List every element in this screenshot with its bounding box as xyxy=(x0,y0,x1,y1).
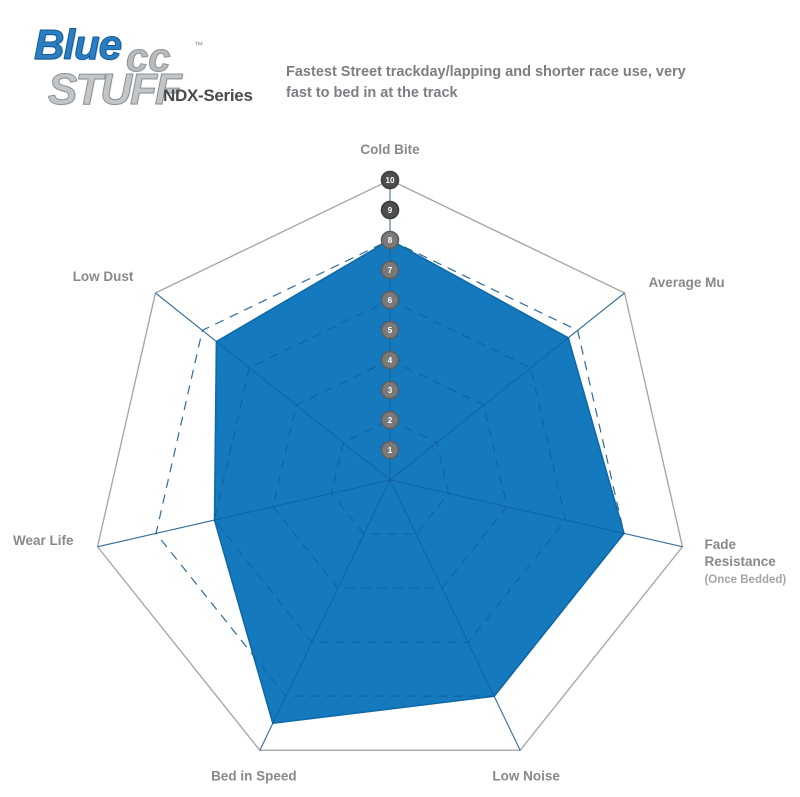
radar-chart: 1 2 3 4 5 6 7 8 9 10 Cold Bite Average Mu Fade Resis… xyxy=(0,110,800,797)
axis-label-low-dust: Low Dust xyxy=(73,269,134,284)
radar-tick-markers: 1 2 3 4 5 6 7 8 9 10 xyxy=(380,170,400,460)
logo-text-blue: Blue xyxy=(33,21,122,68)
radar-grid-outer xyxy=(96,179,684,751)
axis-label-wear-life: Wear Life xyxy=(13,533,74,548)
radar-axis-labels: Cold Bite Average Mu Fade Resistance (Once B… xyxy=(13,142,786,783)
svg-text:6: 6 xyxy=(388,296,393,305)
radar-chart-svg: 1 2 3 4 5 6 7 8 9 10 Cold Bite Average Mu Fade Resis… xyxy=(13,142,786,783)
series-title: NDX-Series xyxy=(163,86,253,105)
svg-text:9: 9 xyxy=(388,206,393,215)
axis-label-cold-bite: Cold Bite xyxy=(360,142,420,157)
axis-label-fade-resistance-once-bedded: Resistance xyxy=(704,554,776,569)
trademark-icon: ™ xyxy=(194,40,203,50)
radar-series-polygon xyxy=(213,239,625,725)
bluestuff-logo: Blue cc ™ STUFF xyxy=(33,21,203,116)
svg-text:10: 10 xyxy=(386,176,395,185)
svg-text:4: 4 xyxy=(388,356,393,365)
logo-text-stuff: STUFF xyxy=(48,65,183,114)
svg-text:3: 3 xyxy=(388,386,393,395)
svg-text:2: 2 xyxy=(388,416,393,425)
axis-label-bed-in-speed: Bed in Speed xyxy=(211,768,297,783)
svg-text:7: 7 xyxy=(388,266,393,275)
series-tagline: Fastest Street trackday/lapping and shor… xyxy=(286,64,686,101)
axis-label-average-mu: Average Mu xyxy=(649,275,725,290)
axis-label-low-noise: Low Noise xyxy=(492,768,560,783)
svg-text:8: 8 xyxy=(388,236,393,245)
logo-text-cc: cc xyxy=(126,36,171,80)
page-header: Blue cc ™ STUFF NDX-Series Fastest Stree… xyxy=(0,0,800,130)
svg-text:5: 5 xyxy=(388,326,393,335)
axis-label-fade-resistance-once-bedded: (Once Bedded) xyxy=(704,574,786,586)
axis-label-fade-resistance-once-bedded: Fade xyxy=(704,537,736,552)
svg-text:1: 1 xyxy=(388,446,393,455)
